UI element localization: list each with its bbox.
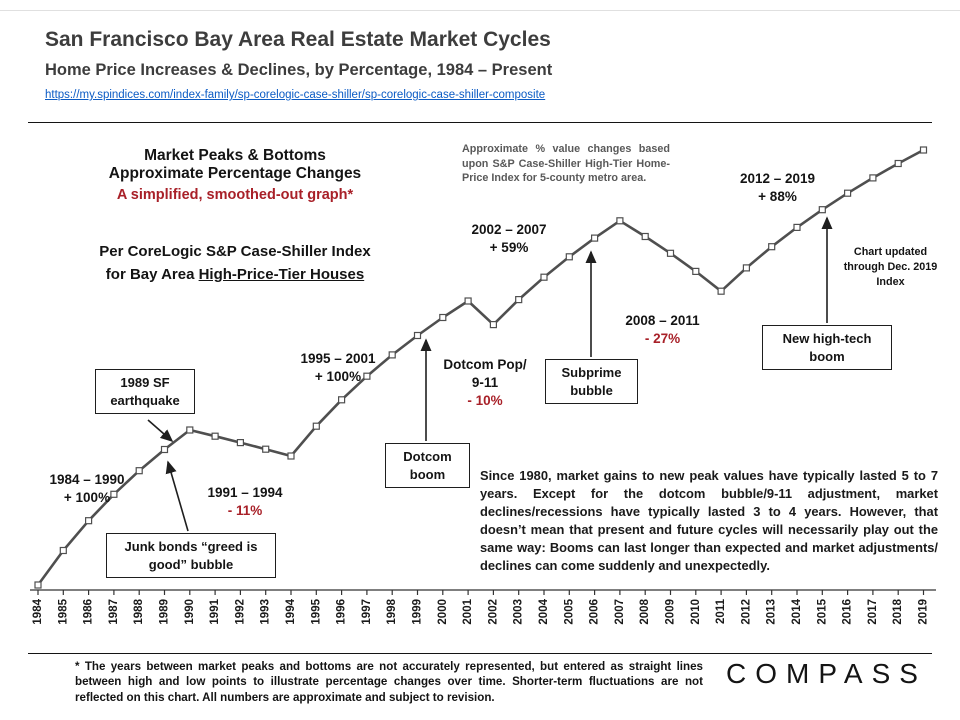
svg-text:1987: 1987	[108, 599, 120, 625]
x-axis-year-labels: 1984 1985 1986 1987 1988 1989 1990 1991 1992 1993…	[32, 598, 930, 624]
cycle-2002-2007: 2002 – 2007 + 59%	[448, 221, 570, 257]
dotcom-pop-annotation: Dotcom Pop/ 9-11 - 10%	[430, 356, 540, 411]
x-axis-ticks	[37, 590, 925, 595]
svg-text:2009: 2009	[665, 599, 677, 625]
svg-text:2015: 2015	[816, 598, 828, 624]
svg-text:2007: 2007	[614, 599, 626, 625]
svg-text:2013: 2013	[766, 599, 778, 625]
cycle-range: 2012 – 2019	[739, 171, 816, 186]
svg-text:2010: 2010	[690, 599, 702, 625]
svg-text:2000: 2000	[437, 599, 449, 625]
price-index-markers	[34, 146, 928, 589]
cycle-range: 1995 – 2001	[300, 351, 376, 366]
cycle-range: 1984 – 1990	[49, 472, 125, 487]
svg-text:2018: 2018	[892, 598, 904, 624]
cycle-change: - 27%	[644, 331, 681, 347]
chart-footnote: * The years between market peaks and bot…	[75, 660, 703, 704]
dotcom-boom-callout: Dotcom boom	[385, 443, 470, 489]
svg-text:1997: 1997	[361, 599, 373, 625]
top-edge-line	[0, 10, 960, 11]
svg-text:2016: 2016	[842, 599, 854, 625]
compass-logo: COMPASS	[726, 658, 927, 689]
svg-text:1989: 1989	[159, 599, 171, 625]
cycle-2012-2019: 2012 – 2019 + 88%	[715, 170, 840, 206]
chart-updated-note: Chart updated through Dec. 2019 Index	[843, 246, 938, 289]
cycle-1995-2001: 1995 – 2001 + 100%	[278, 350, 398, 386]
svg-text:2004: 2004	[538, 598, 550, 624]
svg-text:1999: 1999	[412, 599, 424, 625]
market-commentary: Since 1980, market gains to new peak val…	[480, 468, 938, 574]
svg-text:2019: 2019	[918, 599, 930, 625]
svg-text:1990: 1990	[184, 599, 196, 625]
peaks-note-line1: Market Peaks & Bottoms	[144, 147, 326, 164]
svg-text:1998: 1998	[386, 598, 398, 624]
svg-text:2001: 2001	[462, 598, 474, 624]
peaks-note-line2: Approximate Percentage Changes	[108, 165, 362, 182]
cycle-2008-2011: 2008 – 2011 - 27%	[600, 312, 725, 348]
svg-text:1993: 1993	[260, 599, 272, 625]
svg-text:2005: 2005	[563, 598, 575, 624]
dotcom-pop-line3: - 10%	[467, 393, 503, 409]
price-index-line	[36, 148, 925, 586]
earthquake-callout: 1989 SF earthquake	[95, 369, 195, 415]
footer-divider	[28, 653, 932, 654]
source-link[interactable]: https://my.spindices.com/index-family/sp…	[45, 89, 546, 101]
page-title: San Francisco Bay Area Real Estate Marke…	[45, 28, 551, 51]
svg-text:2008: 2008	[639, 598, 651, 624]
dotcom-pop-line1: Dotcom Pop/	[443, 357, 527, 372]
index-source-line2-underlined: High-Price-Tier Houses	[198, 265, 365, 283]
page-subtitle: Home Price Increases & Declines, by Perc…	[45, 61, 553, 79]
svg-text:2012: 2012	[740, 599, 752, 625]
svg-text:1991: 1991	[209, 598, 221, 624]
peaks-bottoms-note: Market Peaks & Bottoms Approximate Perce…	[100, 147, 370, 203]
peaks-note-line3: A simplified, smoothed-out graph*	[116, 187, 354, 203]
dotcom-pop-line2: 9-11	[471, 375, 499, 391]
svg-text:1986: 1986	[83, 599, 95, 625]
methodology-note: Approximate % value changes based upon S…	[462, 143, 670, 185]
annotation-arrows	[147, 216, 833, 532]
cycle-change: + 88%	[758, 189, 797, 205]
cycle-range: 2008 – 2011	[625, 313, 700, 328]
svg-text:1992: 1992	[234, 599, 246, 625]
svg-text:1984: 1984	[32, 598, 44, 624]
cycle-change: - 11%	[227, 503, 263, 519]
svg-text:1994: 1994	[285, 598, 297, 624]
svg-text:1985: 1985	[57, 598, 69, 624]
new-tech-boom-callout: New high-tech boom	[762, 325, 892, 371]
index-source-line2-prefix: for Bay Area	[105, 265, 199, 283]
svg-text:1995: 1995	[310, 598, 322, 624]
cycle-change: + 100%	[63, 490, 111, 506]
earthquake-arrow	[147, 419, 174, 443]
cycle-range: 1991 – 1994	[207, 485, 283, 500]
index-source-line1: Per CoreLogic S&P Case-Shiller Index	[99, 243, 371, 260]
svg-text:2006: 2006	[589, 599, 601, 625]
svg-text:2014: 2014	[791, 598, 803, 624]
svg-text:1988: 1988	[133, 598, 145, 624]
subprime-bubble-callout: Subprime bubble	[545, 359, 638, 405]
junk-bonds-callout: Junk bonds “greed is good” bubble	[106, 533, 276, 579]
header-divider	[28, 122, 932, 123]
index-source-note: Per CoreLogic S&P Case-Shiller Index for…	[90, 241, 380, 286]
svg-text:2017: 2017	[867, 599, 879, 625]
cycle-1991-1994: 1991 – 1994 - 11%	[185, 484, 305, 520]
svg-text:2002: 2002	[487, 599, 499, 625]
junk-bonds-arrow	[165, 460, 189, 532]
svg-text:2011: 2011	[715, 598, 727, 624]
cycle-range: 2002 – 2007	[471, 222, 547, 237]
svg-text:1996: 1996	[336, 599, 348, 625]
index-source-line2: for Bay Area High-Price-Tier Houses	[90, 264, 380, 287]
cycle-change: + 59%	[489, 240, 529, 256]
svg-text:2003: 2003	[513, 599, 525, 625]
cycle-1984-1990: 1984 – 1990 + 100%	[28, 471, 146, 507]
cycle-change: + 100%	[314, 369, 362, 385]
